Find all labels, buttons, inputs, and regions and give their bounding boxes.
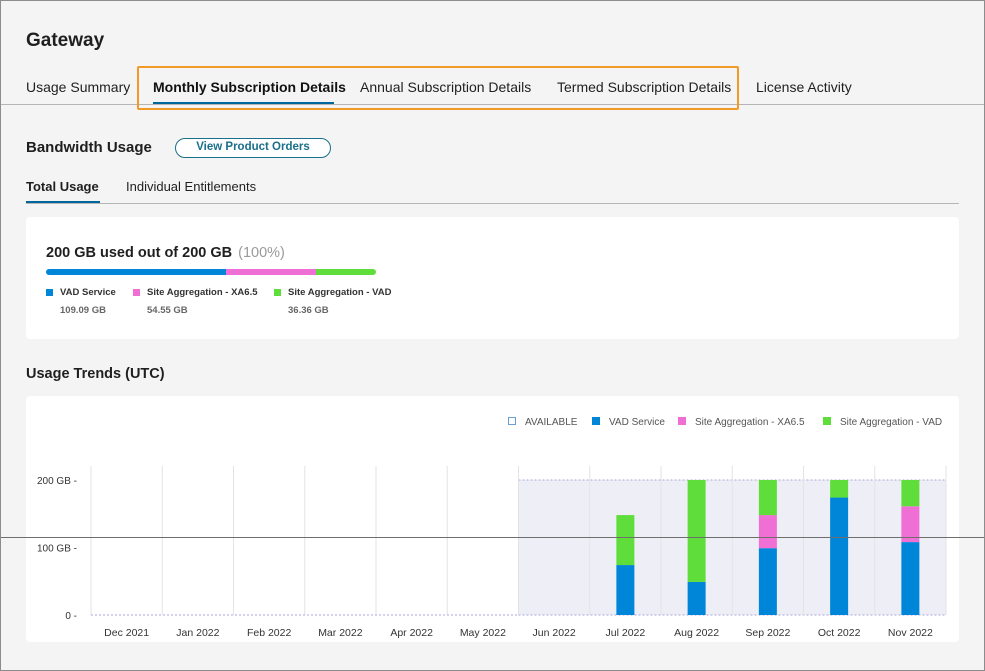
- usage-bar-segment: [225, 269, 316, 275]
- bar-segment: [616, 565, 635, 615]
- chart-legend-label: AVAILABLE: [525, 417, 578, 428]
- bar-segment: [758, 548, 777, 615]
- bar-segment: [758, 480, 777, 516]
- x-tick-label: Mar 2022: [318, 627, 363, 639]
- x-tick-label: Aug 2022: [674, 627, 719, 639]
- bar-segment: [901, 480, 920, 507]
- legend-name: Site Aggregation - VAD: [288, 287, 392, 298]
- usage-trends-heading: Usage Trends (UTC): [26, 366, 165, 382]
- chart-legend-swatch: [678, 417, 686, 425]
- tab-usage-summary[interactable]: Usage Summary: [26, 79, 131, 95]
- legend-name: Site Aggregation - XA6.5: [147, 287, 258, 298]
- tab-monthly-subscription-details[interactable]: Monthly Subscription Details: [153, 79, 346, 95]
- bar-segment: [830, 497, 849, 615]
- usage-summary-card: 200 GB used out of 200 GB (100%) VAD Serv…: [26, 217, 959, 339]
- x-tick-label: Jul 2022: [606, 627, 646, 639]
- x-tick-label: Oct 2022: [818, 627, 861, 639]
- bar-segment: [901, 506, 920, 543]
- bandwidth-usage-heading: Bandwidth Usage: [26, 139, 152, 156]
- legend-value: 36.36 GB: [288, 305, 329, 316]
- bar-segment: [687, 581, 706, 615]
- y-tick-label: 0 -: [65, 611, 77, 622]
- usage-trends-chart-card: 0 - 100 GB - 200 GB - Dec 2021 Jan 2022 Feb 2…: [26, 396, 959, 642]
- legend-name: VAD Service: [60, 287, 116, 298]
- legend-value: 54.55 GB: [147, 305, 188, 316]
- active-tab-indicator: [153, 102, 334, 104]
- chart-legend-label: Site Aggregation - VAD: [840, 417, 942, 428]
- page-title: Gateway: [26, 30, 105, 51]
- active-subtab-indicator: [26, 201, 100, 203]
- bar-segment: [758, 515, 777, 549]
- usage-percent: (100%): [238, 245, 285, 261]
- bar-segment: [901, 542, 920, 615]
- y-tick-label: 100 GB -: [37, 544, 77, 555]
- y-tick-label: 200 GB -: [37, 476, 77, 487]
- subtab-individual-entitlements[interactable]: Individual Entitlements: [126, 179, 257, 194]
- usage-subtabs: Total Usage Individual Entitlements: [26, 174, 959, 204]
- x-tick-label: Dec 2021: [104, 627, 149, 639]
- legend-swatch: [46, 289, 53, 296]
- chart-legend-swatch: [823, 417, 831, 425]
- view-product-orders-button[interactable]: View Product Orders: [175, 138, 331, 158]
- horizontal-divider-line: [0, 537, 985, 538]
- chart-legend-swatch: [508, 417, 516, 425]
- tab-license-activity[interactable]: License Activity: [756, 79, 852, 95]
- bar-segment: [687, 480, 706, 582]
- x-tick-label: Nov 2022: [888, 627, 933, 639]
- x-tick-label: Feb 2022: [247, 627, 292, 639]
- x-tick-label: Sep 2022: [745, 627, 790, 639]
- chart-legend-label: VAD Service: [609, 417, 665, 428]
- usage-trends-chart: 0 - 100 GB - 200 GB - Dec 2021 Jan 2022 Feb 2…: [37, 417, 947, 639]
- subtab-total-usage[interactable]: Total Usage: [26, 179, 99, 194]
- x-tick-label: May 2022: [460, 627, 506, 639]
- x-tick-label: Jan 2022: [176, 627, 219, 639]
- legend-swatch: [274, 289, 281, 296]
- bar-segment: [616, 515, 635, 566]
- subscription-tabs: Usage Summary Monthly Subscription Detai…: [0, 66, 985, 105]
- usage-bar-segment: [46, 269, 226, 275]
- usage-summary-text: 200 GB used out of 200 GB (100%): [46, 245, 285, 261]
- usage-bar-segment: [315, 269, 376, 275]
- legend-value: 109.09 GB: [60, 305, 106, 316]
- chart-legend-label: Site Aggregation - XA6.5: [695, 417, 805, 428]
- tab-annual-subscription-details[interactable]: Annual Subscription Details: [360, 79, 532, 95]
- usage-amount: 200 GB used out of 200 GB: [46, 245, 233, 261]
- usage-progress-bar: [46, 269, 376, 275]
- chart-legend-swatch: [592, 417, 600, 425]
- x-tick-label: Apr 2022: [390, 627, 433, 639]
- x-tick-label: Jun 2022: [533, 627, 576, 639]
- tab-termed-subscription-details[interactable]: Termed Subscription Details: [557, 79, 732, 95]
- legend-swatch: [133, 289, 140, 296]
- bar-segment: [830, 480, 849, 498]
